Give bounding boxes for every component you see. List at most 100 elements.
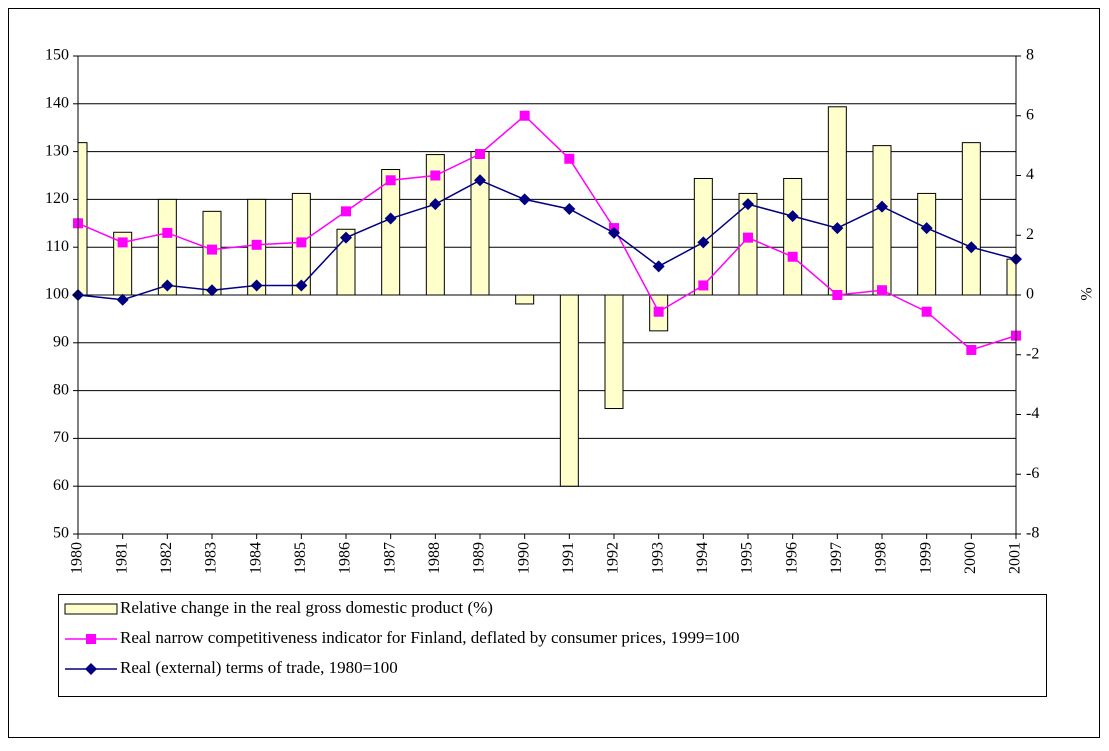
marker bbox=[966, 344, 977, 355]
y2-tick-label: -2 bbox=[1026, 345, 1039, 362]
x-tick-label: 1983 bbox=[203, 542, 220, 574]
marker bbox=[920, 222, 933, 235]
x-tick-label: 1982 bbox=[158, 542, 175, 574]
marker bbox=[385, 175, 396, 186]
marker bbox=[117, 237, 128, 248]
marker bbox=[742, 198, 754, 211]
marker bbox=[207, 244, 217, 255]
x-tick-label: 1998 bbox=[873, 542, 890, 574]
x-tick-label: 1999 bbox=[917, 542, 934, 574]
bar bbox=[738, 192, 758, 296]
legend-swatch bbox=[64, 603, 118, 615]
marker bbox=[697, 236, 710, 249]
bar bbox=[1006, 258, 1016, 296]
marker bbox=[85, 663, 97, 675]
bar bbox=[917, 192, 937, 296]
marker bbox=[652, 260, 665, 273]
marker bbox=[787, 251, 798, 262]
y-tick-label: 50 bbox=[53, 525, 69, 542]
bar bbox=[515, 294, 535, 305]
y2-tick-label: 8 bbox=[1026, 47, 1034, 64]
y2-tick-label: -6 bbox=[1026, 465, 1039, 482]
x-tick-label: 1995 bbox=[739, 542, 756, 574]
bar bbox=[381, 169, 401, 296]
y-tick-label: 90 bbox=[53, 333, 69, 350]
marker bbox=[563, 202, 576, 215]
marker bbox=[653, 306, 664, 317]
x-tick-label: 1991 bbox=[560, 542, 577, 574]
y2-tick-label: 6 bbox=[1026, 106, 1034, 123]
y-tick-label: 80 bbox=[53, 381, 69, 398]
legend-label: Real narrow competitiveness indicator fo… bbox=[120, 628, 740, 647]
x-tick-label: 1992 bbox=[605, 542, 622, 574]
x-tick-label: 1997 bbox=[828, 542, 845, 574]
legend: Relative change in the real gross domest… bbox=[64, 598, 740, 677]
marker bbox=[698, 280, 709, 291]
y-tick-label: 60 bbox=[53, 477, 69, 494]
marker bbox=[832, 290, 843, 300]
legend-box bbox=[58, 594, 1047, 697]
marker bbox=[384, 212, 397, 225]
y2-axis-label: % bbox=[1079, 287, 1096, 300]
bar bbox=[336, 228, 356, 296]
marker bbox=[877, 285, 887, 296]
y-tick-label: 150 bbox=[45, 47, 69, 64]
y2-tick-label: 0 bbox=[1026, 286, 1034, 303]
marker bbox=[474, 174, 486, 187]
x-tick-label: 1981 bbox=[113, 542, 130, 574]
x-tick-label: 1994 bbox=[694, 542, 711, 574]
x-tick-label: 1988 bbox=[426, 542, 443, 574]
plot-area bbox=[78, 106, 1016, 487]
bar bbox=[470, 151, 490, 296]
bar bbox=[827, 106, 847, 296]
marker bbox=[475, 148, 485, 159]
bar bbox=[559, 294, 579, 487]
x-tick-label: 1987 bbox=[381, 542, 398, 574]
legend-label: Real (external) terms of trade, 1980=100 bbox=[120, 658, 398, 677]
bar bbox=[157, 198, 177, 296]
marker bbox=[251, 239, 262, 250]
marker bbox=[429, 198, 442, 211]
marker bbox=[564, 153, 575, 164]
axes: 50 60 70 80 90 100 110 120 130 140 150 -8 -6 -4 -2 0 2 4 6… bbox=[45, 47, 1039, 574]
bar bbox=[604, 294, 624, 410]
x-tick-label: 1993 bbox=[649, 542, 666, 574]
bar bbox=[783, 177, 803, 296]
y-tick-label: 70 bbox=[53, 429, 69, 446]
x-tick-label: 1996 bbox=[783, 542, 800, 574]
marker bbox=[250, 279, 263, 292]
marker bbox=[86, 634, 96, 644]
marker bbox=[965, 241, 978, 254]
y-tick-label: 130 bbox=[45, 142, 69, 159]
x-tick-label: 2000 bbox=[962, 542, 979, 574]
legend-label: Relative change in the real gross domest… bbox=[120, 598, 493, 617]
marker bbox=[161, 279, 174, 292]
x-tick-label: 1984 bbox=[247, 542, 264, 574]
marker bbox=[162, 227, 173, 238]
x-tick-label: 1990 bbox=[515, 542, 532, 574]
marker bbox=[786, 210, 799, 223]
line bbox=[77, 114, 1017, 351]
marker bbox=[519, 110, 530, 121]
marker bbox=[116, 293, 129, 306]
x-tick-label: 1980 bbox=[69, 542, 86, 574]
marker bbox=[295, 279, 308, 292]
bar bbox=[425, 154, 445, 296]
bar bbox=[872, 145, 892, 296]
y-tick-label: 100 bbox=[45, 286, 69, 303]
marker bbox=[340, 231, 352, 244]
y2-tick-label: 2 bbox=[1026, 226, 1034, 243]
y2-tick-label: 4 bbox=[1026, 166, 1034, 183]
marker bbox=[518, 193, 531, 206]
y2-tick-label: -8 bbox=[1026, 525, 1039, 542]
marker bbox=[921, 306, 932, 317]
marker bbox=[876, 200, 888, 213]
x-tick-label: 2001 bbox=[1007, 542, 1024, 574]
y-tick-label: 140 bbox=[45, 94, 69, 111]
bar bbox=[961, 142, 981, 296]
line bbox=[77, 179, 1017, 301]
x-tick-label: 1989 bbox=[471, 542, 488, 574]
y-tick-label: 120 bbox=[45, 190, 69, 207]
x-tick-label: 1986 bbox=[337, 542, 354, 574]
